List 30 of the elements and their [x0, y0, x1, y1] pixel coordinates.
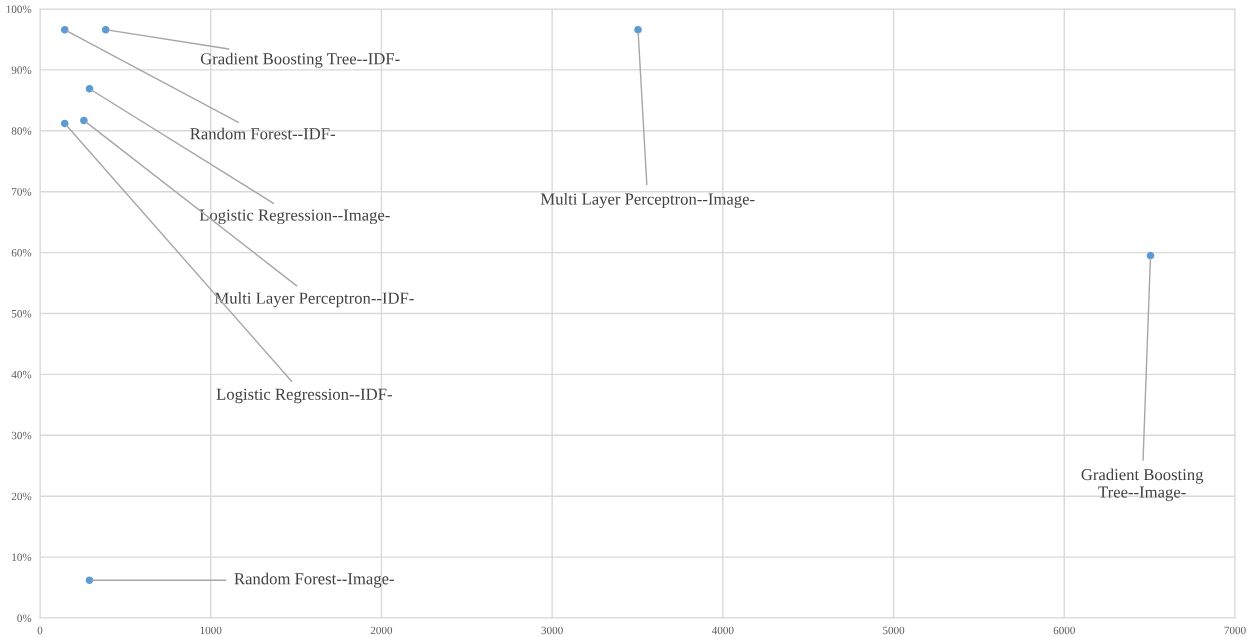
annotation: Gradient Boosting Tree--IDF-	[200, 52, 400, 68]
y-tick-label: 10%	[12, 553, 32, 562]
annotation: Random Forest--Image-	[234, 572, 394, 588]
y-tick-label: 60%	[11, 249, 32, 257]
y-tick-label: 20%	[11, 492, 32, 501]
point	[60, 25, 69, 34]
x-tick-label: 0	[37, 626, 43, 635]
x-tick-label: 1000	[200, 626, 222, 635]
y-tick-label: 80%	[11, 127, 32, 135]
y-tick-label: 30%	[11, 431, 32, 440]
y-tick-label: 70%	[12, 188, 32, 196]
x-tick-label: 6000	[1053, 626, 1075, 635]
y-tick-label: 40%	[11, 370, 32, 379]
y-tick-label: 90%	[11, 66, 32, 74]
annotation: Multi Layer Perceptron--IDF-	[214, 292, 414, 308]
x-tick-label: 7000	[1224, 626, 1246, 635]
y-tick-label: 100%	[6, 5, 32, 13]
y-tick-label: 0%	[17, 614, 32, 622]
annotation: Gradient Boosting Tree--Image-	[1081, 468, 1204, 502]
x-tick-label: 2000	[370, 626, 393, 635]
x-tick-label: 4000	[711, 626, 734, 635]
x-tick-label: 3000	[541, 626, 563, 635]
y-tick-label: 50%	[11, 309, 32, 318]
point	[634, 25, 642, 34]
x-tick-label: 5000	[883, 626, 905, 635]
annotation: Random Forest--IDF-	[190, 127, 335, 140]
annotation: Multi Layer Perceptron--Image-	[540, 192, 755, 209]
annotation: Logistic Regression--Image-	[199, 209, 390, 225]
point	[1146, 251, 1155, 260]
annotation: Logistic Regression--IDF-	[216, 388, 392, 404]
